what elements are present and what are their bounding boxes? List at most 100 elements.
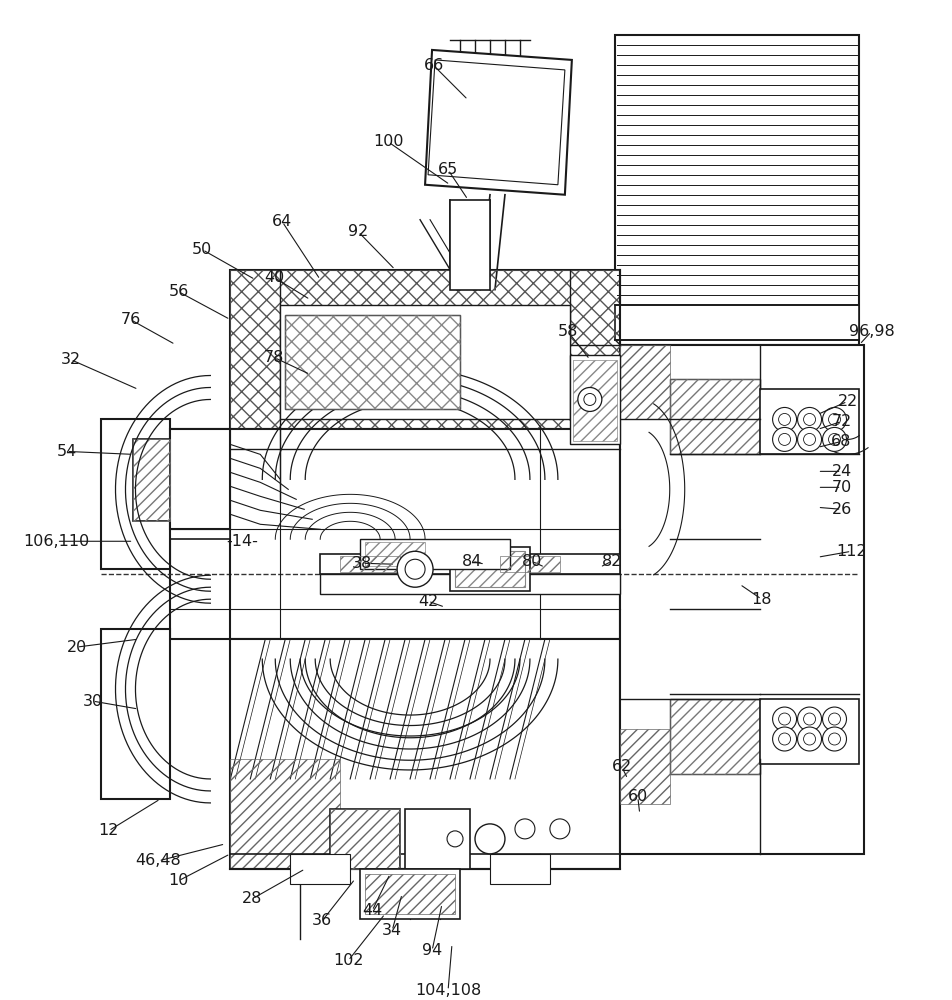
- Text: 24: 24: [830, 464, 851, 479]
- Circle shape: [772, 727, 796, 751]
- Text: 76: 76: [120, 312, 141, 327]
- Bar: [360, 869, 460, 919]
- Text: 56: 56: [169, 284, 188, 299]
- Circle shape: [778, 413, 790, 425]
- Circle shape: [827, 433, 840, 445]
- Bar: [449, 200, 489, 290]
- Bar: [619, 345, 863, 854]
- Bar: [669, 699, 759, 774]
- Circle shape: [446, 831, 463, 847]
- Bar: [614, 35, 859, 345]
- Bar: [280, 305, 569, 419]
- Circle shape: [474, 824, 505, 854]
- Text: 42: 42: [418, 594, 438, 609]
- Text: 32: 32: [60, 352, 81, 367]
- Circle shape: [797, 427, 821, 451]
- Text: 82: 82: [601, 554, 622, 569]
- Bar: [133, 439, 170, 521]
- Text: -14-: -14-: [227, 534, 258, 549]
- Circle shape: [827, 713, 840, 725]
- Bar: [669, 379, 759, 454]
- Bar: [365, 874, 454, 914]
- Bar: [569, 355, 619, 444]
- Bar: [572, 360, 616, 441]
- Bar: [669, 379, 759, 454]
- Circle shape: [772, 427, 796, 451]
- Text: 104,108: 104,108: [414, 983, 481, 998]
- Bar: [329, 809, 400, 869]
- Text: 112: 112: [835, 544, 866, 559]
- Text: 34: 34: [382, 923, 402, 938]
- Text: 64: 64: [272, 214, 292, 229]
- Bar: [133, 439, 170, 521]
- Polygon shape: [170, 429, 230, 539]
- Circle shape: [803, 413, 815, 425]
- Bar: [90, 30, 868, 899]
- Bar: [290, 854, 349, 884]
- Polygon shape: [427, 60, 565, 185]
- Circle shape: [797, 727, 821, 751]
- Text: 65: 65: [438, 162, 458, 177]
- Bar: [285, 315, 460, 409]
- Text: 50: 50: [192, 242, 212, 257]
- Text: 60: 60: [627, 789, 647, 804]
- Bar: [329, 809, 400, 869]
- Bar: [669, 699, 759, 774]
- Bar: [365, 542, 425, 566]
- Bar: [100, 629, 170, 799]
- Circle shape: [827, 733, 840, 745]
- Circle shape: [827, 413, 840, 425]
- Circle shape: [514, 819, 534, 839]
- Text: 100: 100: [372, 134, 403, 149]
- Text: 38: 38: [351, 556, 372, 571]
- Circle shape: [549, 819, 569, 839]
- Text: 54: 54: [56, 444, 76, 459]
- Text: 20: 20: [67, 640, 87, 655]
- Circle shape: [397, 551, 432, 587]
- Text: 30: 30: [83, 694, 103, 709]
- Bar: [320, 554, 619, 574]
- Circle shape: [822, 707, 845, 731]
- Circle shape: [778, 713, 790, 725]
- Circle shape: [803, 733, 815, 745]
- Bar: [230, 759, 340, 869]
- Text: 84: 84: [462, 554, 482, 569]
- Bar: [170, 429, 619, 639]
- Text: 68: 68: [830, 434, 851, 449]
- Bar: [500, 556, 560, 572]
- Text: 78: 78: [264, 350, 284, 365]
- Circle shape: [584, 393, 595, 405]
- Circle shape: [778, 433, 790, 445]
- Text: 26: 26: [830, 502, 851, 517]
- Bar: [320, 574, 619, 594]
- Circle shape: [797, 407, 821, 431]
- Bar: [759, 389, 859, 454]
- Text: 96,98: 96,98: [847, 324, 893, 339]
- Text: 106,110: 106,110: [24, 534, 89, 549]
- Bar: [759, 699, 859, 764]
- Text: 92: 92: [347, 224, 367, 239]
- Text: 94: 94: [422, 943, 442, 958]
- Circle shape: [822, 727, 845, 751]
- Text: 10: 10: [169, 873, 188, 888]
- Text: 40: 40: [264, 270, 284, 285]
- Text: 36: 36: [312, 913, 332, 928]
- Circle shape: [577, 387, 602, 411]
- Text: 80: 80: [521, 554, 542, 569]
- Circle shape: [797, 707, 821, 731]
- Text: 66: 66: [424, 58, 444, 73]
- Bar: [489, 854, 549, 884]
- Circle shape: [803, 713, 815, 725]
- Bar: [230, 270, 619, 429]
- Circle shape: [405, 559, 425, 579]
- Bar: [285, 315, 460, 409]
- Bar: [619, 729, 669, 804]
- Text: 58: 58: [557, 324, 578, 339]
- Circle shape: [822, 407, 845, 431]
- Bar: [100, 419, 170, 569]
- Polygon shape: [425, 50, 571, 195]
- Circle shape: [772, 407, 796, 431]
- Circle shape: [772, 707, 796, 731]
- Text: 62: 62: [611, 759, 631, 774]
- Text: 46,48: 46,48: [135, 853, 181, 868]
